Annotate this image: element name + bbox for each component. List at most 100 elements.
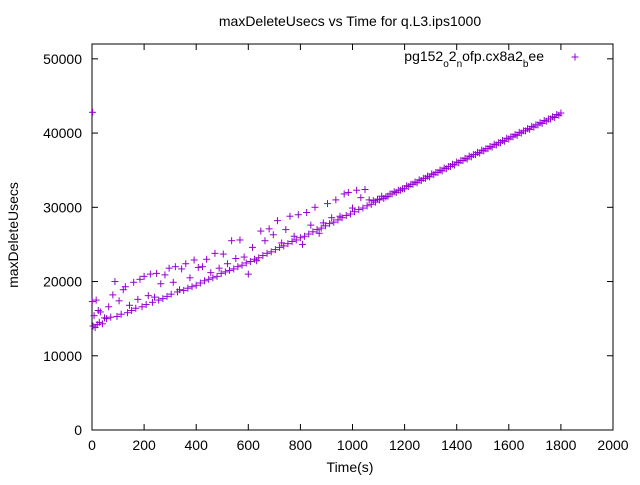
data-point: [134, 295, 142, 303]
y-tick-label: 10000: [43, 348, 82, 364]
data-point: [307, 221, 315, 229]
data-point: [309, 228, 317, 236]
data-point: [109, 291, 117, 299]
x-tick-label: 1400: [441, 437, 472, 453]
x-tick-label: 1000: [337, 437, 368, 453]
data-point: [171, 263, 179, 271]
data-point: [107, 313, 115, 321]
legend: pg152o2nofp.cx8a2bee: [404, 48, 579, 70]
data-point: [151, 293, 159, 301]
data-point: [215, 264, 223, 272]
data-point: [176, 286, 184, 294]
data-point: [117, 310, 125, 318]
data-point: [205, 275, 213, 283]
data-point: [344, 188, 352, 196]
data-point: [349, 204, 356, 212]
data-point: [126, 301, 134, 309]
data-point: [155, 296, 163, 304]
legend-plus-marker: [571, 53, 579, 61]
y-tick-label: 20000: [43, 274, 82, 290]
data-point: [184, 284, 192, 292]
data-point: [165, 264, 173, 272]
data-point: [228, 237, 236, 245]
data-point: [305, 230, 313, 238]
data-point: [123, 309, 131, 317]
data-point: [161, 271, 169, 279]
legend-label-part: 2: [449, 48, 457, 64]
data-point: [159, 295, 167, 303]
data-point: [353, 186, 361, 194]
y-tick-label: 50000: [43, 51, 82, 67]
legend-label-part: o: [443, 59, 449, 70]
axes: 0 200 400 600 800 1000 1200 1400 1600 1800 2000010…: [43, 43, 629, 453]
legend-label-part: b: [523, 59, 529, 70]
data-point: [355, 206, 363, 214]
plot-frame: [91, 43, 614, 431]
x-tick-label: 1800: [545, 437, 576, 453]
data-point: [196, 279, 204, 287]
data-point: [142, 301, 150, 309]
y-tick-label: 30000: [43, 199, 82, 215]
data-point: [234, 263, 242, 271]
y-tick-label: 40000: [43, 125, 82, 141]
legend-label-part: n: [457, 59, 463, 70]
x-tick-label: 600: [237, 437, 261, 453]
data-point: [315, 229, 323, 237]
data-point: [194, 263, 202, 271]
data-point: [301, 232, 309, 240]
data-point: [288, 237, 296, 245]
data-point: [246, 257, 254, 265]
data-point: [376, 196, 384, 204]
data-point: [89, 108, 97, 116]
data-point: [211, 249, 219, 257]
data-point: [130, 278, 138, 286]
data-point: [95, 318, 103, 326]
data-points: [88, 108, 565, 332]
data-point: [290, 232, 298, 240]
data-point: [213, 272, 221, 280]
legend-label-part: ee: [528, 48, 544, 64]
data-point: [88, 298, 96, 306]
data-point: [180, 286, 188, 294]
data-point: [363, 202, 371, 210]
data-point: [276, 243, 284, 251]
data-point: [351, 208, 359, 216]
data-point: [334, 216, 342, 224]
data-point: [332, 196, 340, 204]
data-point: [284, 240, 292, 248]
x-tick-label: 800: [289, 437, 313, 453]
data-point: [346, 210, 354, 218]
data-point: [342, 211, 350, 219]
data-point: [103, 315, 111, 323]
data-point: [153, 269, 161, 277]
data-point: [294, 211, 302, 219]
data-point: [303, 209, 311, 217]
y-tick-label: 0: [74, 422, 82, 438]
data-point: [167, 290, 175, 298]
data-point: [248, 243, 256, 251]
x-tick-label: 200: [132, 437, 156, 453]
data-point: [182, 260, 190, 268]
data-point: [323, 200, 331, 208]
data-point: [265, 225, 273, 233]
legend-marker: [571, 53, 579, 61]
data-point: [226, 266, 234, 274]
data-point: [163, 292, 171, 300]
data-point: [121, 283, 129, 291]
data-point: [201, 277, 209, 285]
data-point: [138, 303, 146, 311]
legend-label-part: ofp.cx8a2: [462, 48, 523, 64]
data-point: [186, 274, 194, 282]
data-point: [148, 298, 156, 306]
data-point: [223, 260, 231, 268]
data-point: [157, 280, 165, 288]
data-point: [136, 275, 144, 283]
data-point: [311, 203, 319, 211]
data-point: [296, 234, 304, 242]
data-point: [286, 212, 294, 220]
data-point: [340, 190, 348, 198]
data-point: [557, 109, 565, 117]
data-point: [132, 304, 140, 312]
data-point: [188, 283, 196, 291]
